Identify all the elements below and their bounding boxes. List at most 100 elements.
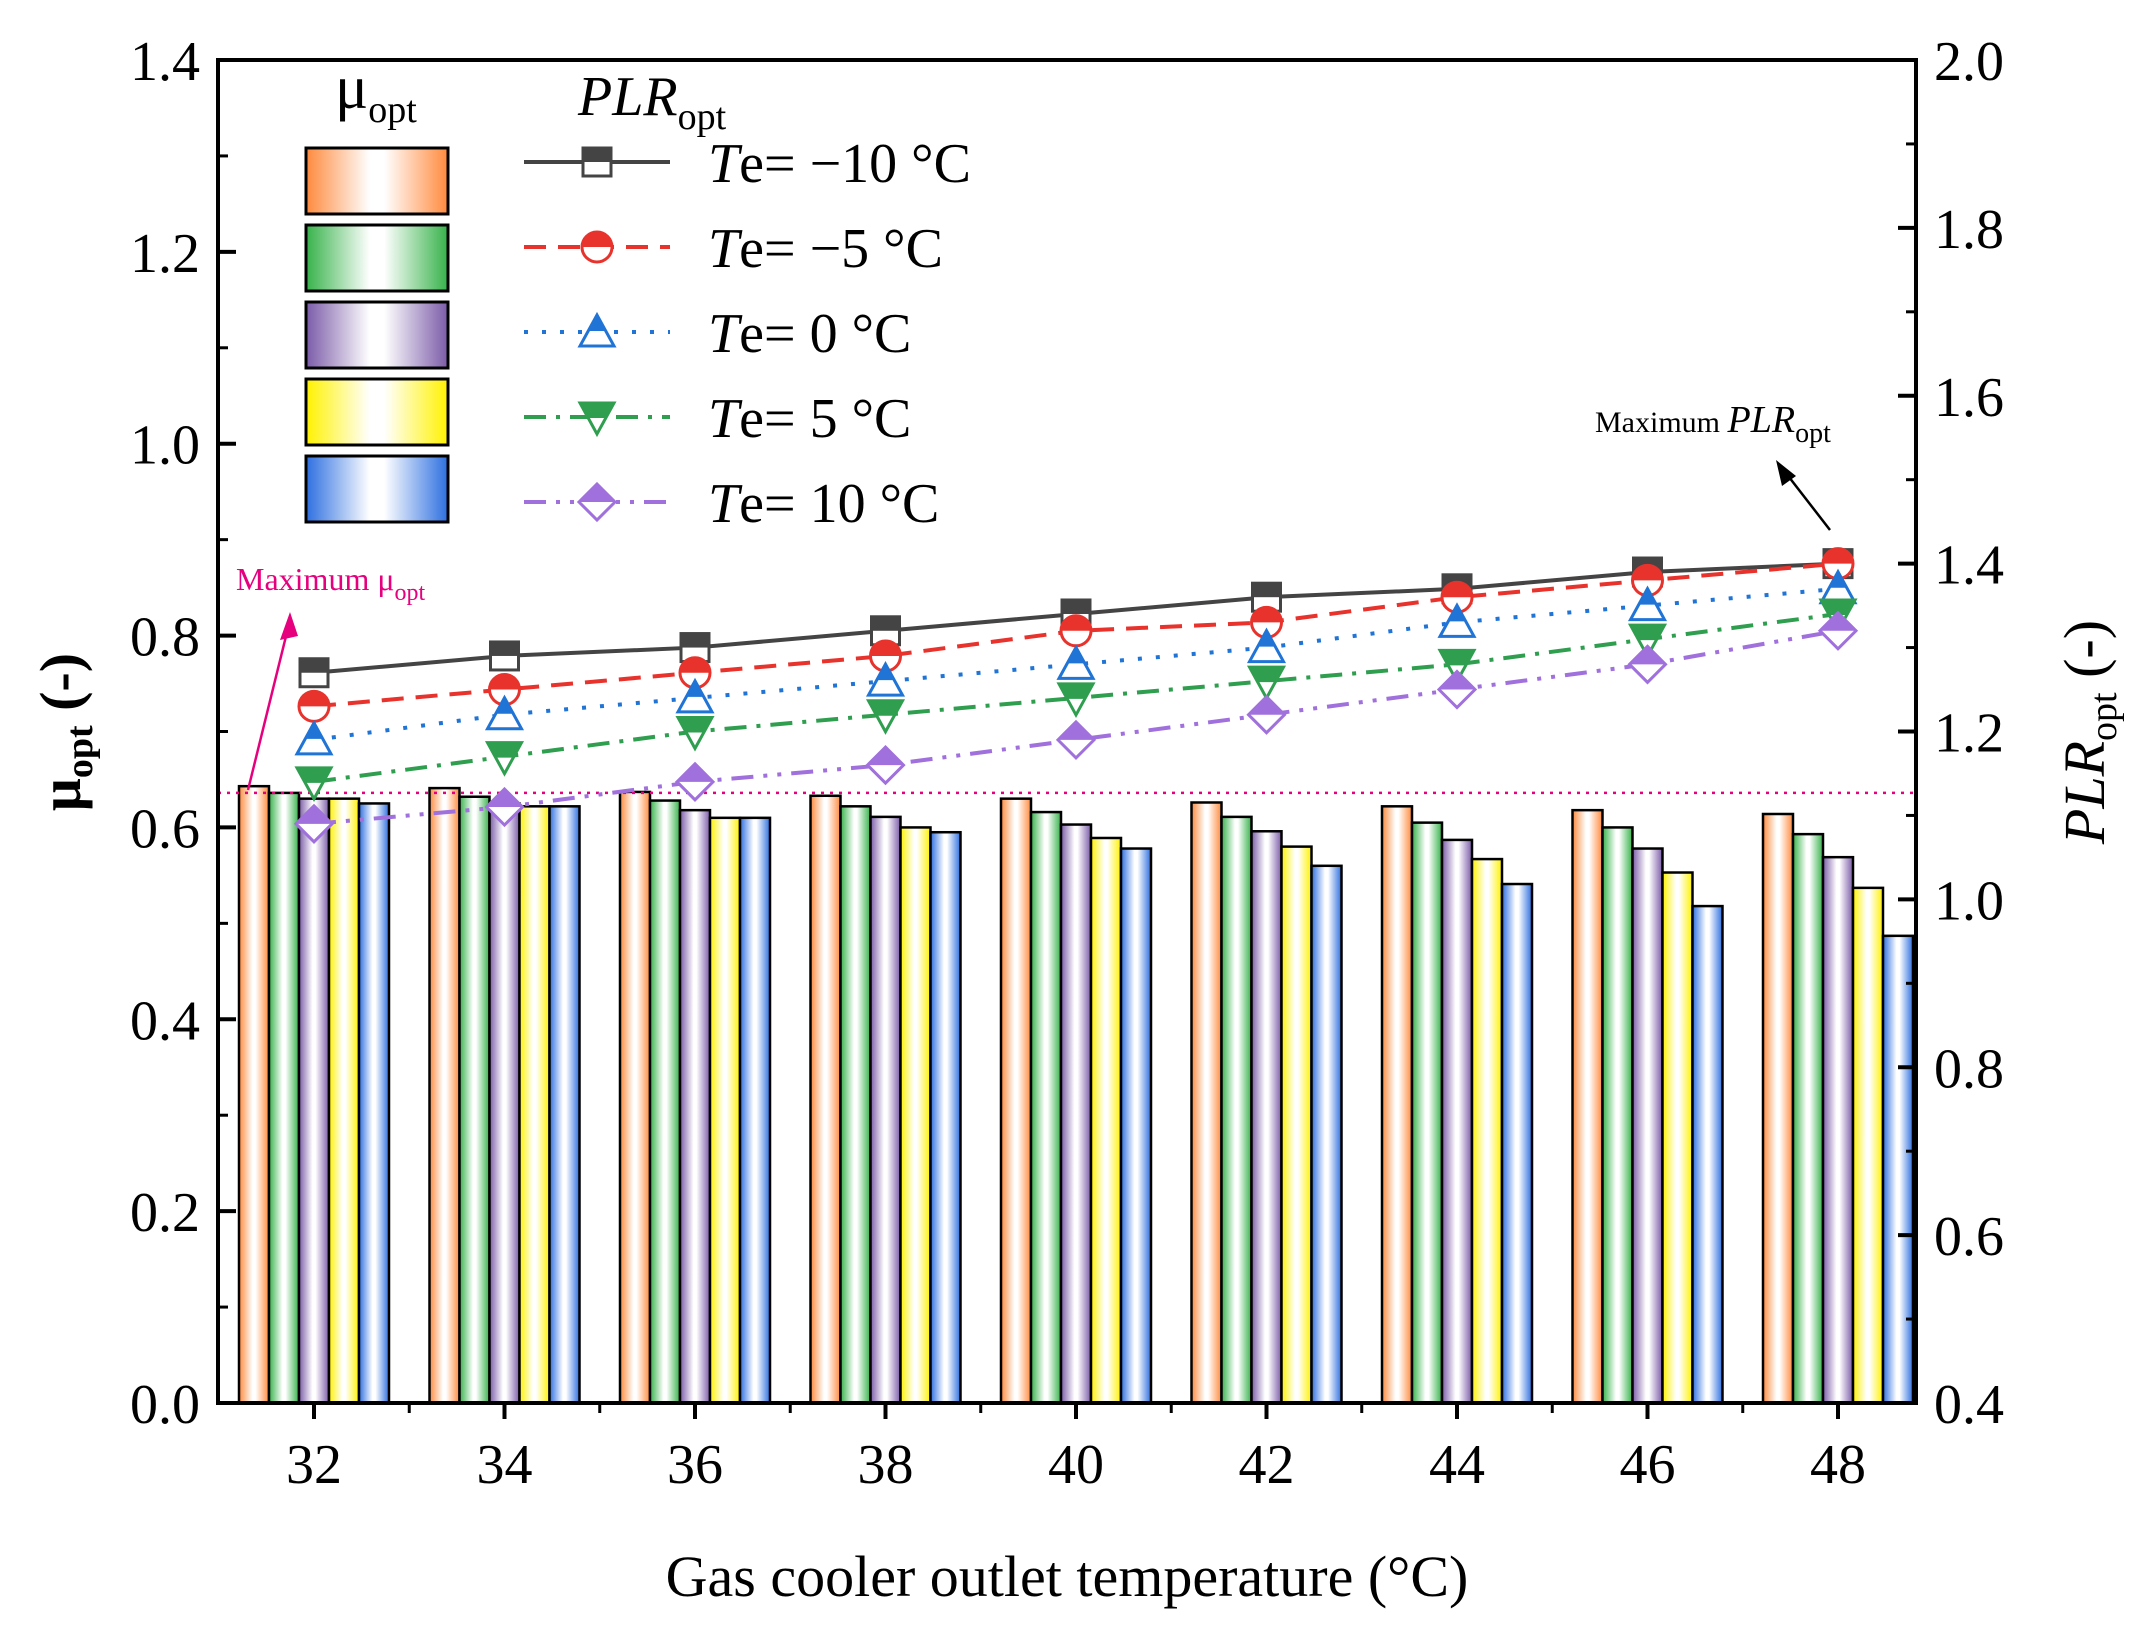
bar-38-series-2 <box>869 815 902 1405</box>
bar-46-series-1 <box>1601 826 1634 1405</box>
bar-34-series-1 <box>458 795 491 1405</box>
bar-42-series-1 <box>1220 815 1253 1405</box>
left-tick-label: 0.2 <box>130 1182 200 1244</box>
bar-legend-title-main: μ <box>335 54 368 122</box>
bar-36-series-3 <box>708 816 742 1405</box>
marker-series-3-36 <box>675 716 715 752</box>
line-legend-title-sub: opt <box>678 96 727 138</box>
left-tick-label: 1.4 <box>130 31 200 93</box>
line-legend: PLRopt Te= −10 °C Te= −5 °C Te= 0 °C Te= 5 … <box>524 66 971 535</box>
marker-series-3-38 <box>865 699 906 735</box>
marker-series-2-40 <box>1056 644 1096 680</box>
bar-legend: μopt <box>304 54 450 524</box>
line-legend-label-1: Te= −5 °C <box>708 218 943 280</box>
marker-series-1-40 <box>1059 614 1093 648</box>
bar-46-series-3 <box>1661 871 1694 1405</box>
marker-series-3-34 <box>484 741 525 777</box>
line-legend-title: PLRopt <box>577 66 727 138</box>
marker-series-1-34 <box>488 673 521 707</box>
marker-series-4-36 <box>674 761 716 802</box>
x-tick-label: 36 <box>667 1434 723 1496</box>
marker-series-4-48 <box>1817 610 1859 651</box>
bar-legend-title-sub: opt <box>368 89 417 131</box>
bar-46-series-4 <box>1691 904 1724 1405</box>
bar-46-series-2 <box>1631 847 1664 1405</box>
marker-series-3-44 <box>1437 648 1477 685</box>
bar-42-series-0 <box>1190 801 1223 1405</box>
right-tick-label: 1.4 <box>1934 535 2004 597</box>
marker-series-3-32 <box>294 766 334 802</box>
bar-36-series-2 <box>678 808 712 1405</box>
annotation-max-mu-main: Maximum μ <box>236 561 394 597</box>
marker-series-0-32 <box>298 657 330 689</box>
line-legend-label-2: Te= 0 °C <box>708 303 911 365</box>
line-legend-label-0: Te= −10 °C <box>708 133 971 195</box>
bar-32-series-1 <box>267 791 301 1405</box>
bar-40-series-0 <box>999 797 1033 1405</box>
bar-34-series-0 <box>428 786 461 1405</box>
line-legend-label-4: Te= 10 °C <box>708 473 939 535</box>
annotation-max-plr-sub: opt <box>1795 418 1831 449</box>
right-tick-label: 2.0 <box>1934 31 2004 93</box>
lines-layer <box>293 547 1859 844</box>
line-legend-marker-4 <box>576 481 618 523</box>
marker-series-4-34 <box>484 786 525 828</box>
bar-44-series-4 <box>1500 882 1534 1405</box>
x-tick-label: 34 <box>477 1434 533 1496</box>
bar-32-series-0 <box>237 784 271 1405</box>
bar-32-series-4 <box>357 802 391 1405</box>
annotation-max-mu-sub: opt <box>394 580 425 606</box>
x-tick-label: 40 <box>1048 1434 1104 1496</box>
x-tick-label: 32 <box>286 1434 342 1496</box>
right-axis-title-sub: opt <box>2083 692 2125 741</box>
bar-48-series-4 <box>1881 934 1915 1405</box>
right-axis-title-main: PLR <box>2052 741 2117 845</box>
line-legend-marker-0 <box>581 146 613 178</box>
bar-legend-swatch-0 <box>304 146 450 216</box>
bar-40-series-4 <box>1119 847 1153 1405</box>
bar-32-series-2 <box>297 797 331 1405</box>
bar-40-series-2 <box>1059 823 1093 1405</box>
marker-series-1-38 <box>869 639 902 673</box>
marker-series-2-34 <box>484 694 525 731</box>
marker-series-2-42 <box>1246 627 1287 664</box>
bar-42-series-3 <box>1280 845 1313 1405</box>
x-tick-label: 48 <box>1810 1434 1866 1496</box>
annotation-max-mu-arrowhead <box>280 612 298 640</box>
bar-legend-swatch-3 <box>304 377 450 447</box>
bar-44-series-2 <box>1440 838 1474 1405</box>
x-axis: 32 34 36 38 40 42 44 46 48 <box>286 1403 1866 1496</box>
bar-legend-swatch-2 <box>304 300 450 370</box>
x-tick-label: 44 <box>1429 1434 1485 1496</box>
x-axis-title: Gas cooler outlet temperature (°C) <box>666 1544 1469 1609</box>
bar-40-series-3 <box>1089 836 1123 1405</box>
bar-48-series-2 <box>1821 855 1855 1405</box>
line-legend-marker-3 <box>577 401 617 438</box>
left-axis-title-main: μ <box>28 778 93 811</box>
marker-series-4-42 <box>1246 694 1287 735</box>
marker-series-2-44 <box>1437 602 1477 638</box>
annotation-max-plr-arrowhead <box>1776 460 1796 486</box>
marker-series-1-46 <box>1631 563 1664 597</box>
bar-legend-swatch-4 <box>304 454 450 524</box>
bar-48-series-1 <box>1791 832 1825 1405</box>
x-tick-label: 46 <box>1620 1434 1676 1496</box>
line-legend-marker-2 <box>577 311 617 348</box>
bar-42-series-2 <box>1250 830 1283 1405</box>
left-axis: 0.0 0.2 0.4 0.6 0.8 1.0 1.2 1.4 <box>130 31 236 1436</box>
bar-48-series-3 <box>1851 886 1885 1405</box>
right-axis-title: PLRopt (-) <box>2052 620 2125 845</box>
marker-series-2-38 <box>865 661 906 697</box>
marker-series-1-48 <box>1821 547 1855 581</box>
annotation-max-plr: Maximum PLRopt <box>1595 399 1831 531</box>
marker-series-3-40 <box>1056 682 1096 719</box>
marker-series-4-46 <box>1627 644 1668 685</box>
annotation-max-plr-main: Maximum <box>1595 406 1728 439</box>
right-tick-label: 1.6 <box>1934 367 2004 429</box>
marker-series-4-32 <box>293 803 335 844</box>
right-tick-label: 0.4 <box>1934 1374 2004 1436</box>
bar-36-series-1 <box>648 799 682 1405</box>
bar-legend-title: μopt <box>335 54 417 131</box>
bar-48-series-0 <box>1761 812 1795 1405</box>
